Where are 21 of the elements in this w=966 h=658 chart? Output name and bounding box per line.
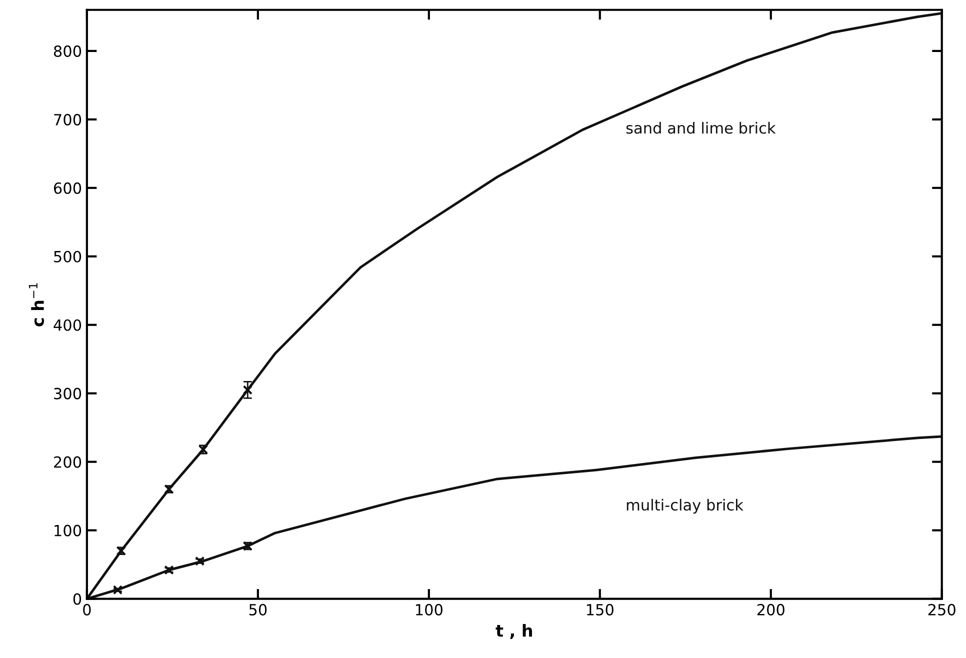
y-tick-label: 0 [73,593,82,605]
series-label: sand and lime brick [626,122,776,134]
point [242,385,253,395]
y-tick-label: 200 [54,456,82,468]
point [112,585,123,595]
y-axis-title: c h$^{−1}$ [28,283,44,326]
x-tick-label: 150 [586,604,614,616]
y-tick-label: 100 [54,524,82,536]
y-tick-label: 700 [54,114,82,126]
y-tick-label: 400 [54,319,82,331]
x-tick-label: 100 [416,604,442,616]
x-tick-label: 0 [83,604,91,616]
x-tick-label: 50 [249,604,267,616]
x-tick-label: 250 [928,604,956,616]
x-tick-label: 200 [757,604,784,616]
y-tick-label: 500 [54,250,82,262]
y-tick-label: 600 [54,182,82,194]
text: multi-clay brick [626,498,744,514]
x-axis-title: t , h [496,624,532,640]
y-tick-label: 800 [54,45,82,57]
y-tick-label: 300 [54,388,82,400]
